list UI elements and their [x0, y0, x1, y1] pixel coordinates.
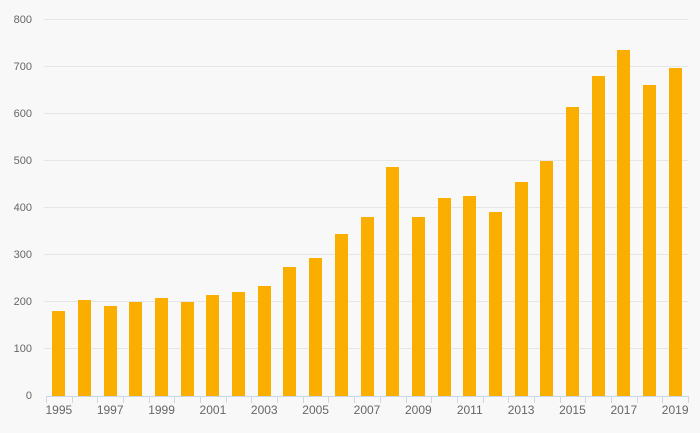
bar-2007[interactable] — [360, 216, 374, 396]
bar-2014[interactable] — [540, 161, 554, 396]
bar-2006[interactable] — [334, 233, 348, 396]
x-axis-tick — [251, 397, 253, 403]
x-axis-tick — [405, 397, 407, 403]
bar-2008[interactable] — [386, 166, 400, 396]
gridline — [44, 113, 688, 114]
bar-2015[interactable] — [565, 107, 579, 396]
x-axis-tick — [174, 397, 176, 403]
bar-2016[interactable] — [591, 75, 605, 396]
bar-2012[interactable] — [488, 212, 502, 396]
bar-2009[interactable] — [411, 217, 425, 396]
x-axis-label: 2009 — [405, 403, 432, 417]
x-axis-tick — [688, 397, 689, 403]
bar-1998[interactable] — [129, 302, 143, 396]
x-axis-label: 2005 — [302, 403, 329, 417]
x-axis-tick — [46, 397, 47, 403]
gridline — [44, 19, 688, 20]
x-axis-label: 1999 — [148, 403, 175, 417]
gridline — [44, 160, 688, 161]
bar-1997[interactable] — [103, 306, 117, 396]
bar-2001[interactable] — [206, 294, 220, 396]
x-axis-tick — [277, 397, 279, 403]
x-axis-label: 2001 — [199, 403, 227, 417]
y-axis-tick-label: 700 — [13, 61, 32, 73]
x-axis-tick — [559, 397, 561, 403]
x-axis-label: 2011 — [456, 403, 483, 417]
bar-1995[interactable] — [52, 310, 66, 396]
x-axis-label: 2015 — [559, 403, 586, 417]
x-axis-tick — [225, 397, 227, 403]
bar-2010[interactable] — [437, 198, 451, 396]
x-axis-tick — [533, 397, 535, 403]
x-axis-tick — [123, 397, 125, 403]
y-axis-tick-label: 0 — [25, 390, 32, 402]
gridline — [44, 207, 688, 208]
bar-2003[interactable] — [257, 286, 271, 396]
x-axis-label: 2019 — [661, 403, 689, 417]
x-axis-tick — [379, 397, 381, 403]
x-axis-tick — [610, 397, 612, 403]
x-axis-tick — [302, 397, 304, 403]
bar-2013[interactable] — [514, 182, 528, 396]
bar-2005[interactable] — [309, 257, 323, 396]
x-axis-tick — [662, 397, 664, 403]
bar-2011[interactable] — [463, 195, 477, 396]
x-axis-line — [46, 396, 689, 397]
x-axis-tick — [71, 397, 73, 403]
bar-2018[interactable] — [642, 84, 656, 396]
y-axis-tick-label: 300 — [13, 249, 32, 261]
x-axis-tick — [431, 397, 433, 403]
y-axis-tick-label: 100 — [13, 343, 32, 355]
x-axis-tick — [354, 397, 356, 403]
bar-1999[interactable] — [155, 297, 169, 396]
bar-2017[interactable] — [617, 49, 631, 396]
y-axis-tick-label: 400 — [13, 202, 32, 214]
x-axis-label: 2007 — [353, 403, 381, 417]
x-axis-tick — [482, 397, 484, 403]
bar-2019[interactable] — [668, 67, 682, 396]
x-axis-label: 2013 — [507, 403, 535, 417]
y-axis-tick-label: 600 — [13, 108, 32, 120]
x-axis-label: 2003 — [250, 403, 278, 417]
bar-2002[interactable] — [232, 291, 246, 396]
bar-1996[interactable] — [78, 300, 92, 396]
x-axis-tick — [636, 397, 638, 403]
bar-2000[interactable] — [180, 301, 194, 396]
y-axis-tick-label: 800 — [13, 14, 32, 26]
x-axis-tick — [456, 397, 458, 403]
x-axis-tick — [200, 397, 202, 403]
x-axis-tick — [328, 397, 330, 403]
x-axis-tick — [148, 397, 150, 403]
x-axis-label: 2017 — [610, 403, 638, 417]
bar-2004[interactable] — [283, 266, 297, 396]
x-axis-tick — [97, 397, 99, 403]
gridline — [44, 66, 688, 67]
x-axis-label: 1995 — [45, 403, 73, 417]
y-axis-tick-label: 200 — [13, 296, 32, 308]
x-axis-label: 1997 — [96, 403, 124, 417]
x-axis-tick — [508, 397, 510, 403]
y-axis-tick-label: 500 — [13, 155, 32, 167]
x-axis-tick — [585, 397, 587, 403]
